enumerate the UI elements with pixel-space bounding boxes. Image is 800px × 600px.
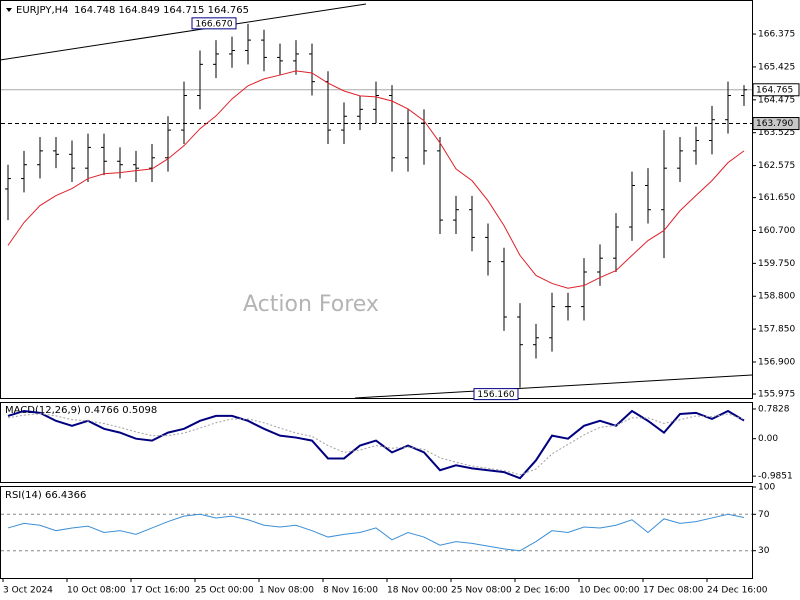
rsi-title: RSI(14) 66.4366 xyxy=(5,490,86,501)
y-tick-label: -0.9851 xyxy=(758,472,793,482)
x-tick-label: 1 Nov 08:00 xyxy=(259,586,314,596)
y-tick-label: 164.475 xyxy=(758,95,795,105)
x-tick-label: 17 Dec 08:00 xyxy=(643,586,704,596)
price-label-box xyxy=(752,117,800,131)
price-label: 164.765 xyxy=(756,85,793,95)
trend-line xyxy=(354,374,753,399)
y-tick-label: 166.375 xyxy=(758,30,795,40)
annotation-box xyxy=(473,388,519,401)
macd-title: MACD(12,26,9) 0.4766 0.5098 xyxy=(5,405,157,416)
watermark: Action Forex xyxy=(243,292,379,317)
x-tick-label: 17 Oct 16:00 xyxy=(131,586,190,596)
y-tick-label: 163.525 xyxy=(758,128,795,138)
x-tick-label: 8 Nov 16:00 xyxy=(323,586,378,596)
indicator-line xyxy=(7,513,745,552)
y-tick-label: 162.575 xyxy=(758,161,795,171)
x-tick-label: 3 Oct 2024 xyxy=(3,586,53,596)
x-tick-label: 2 Dec 16:00 xyxy=(515,586,570,596)
y-tick-label: 100 xyxy=(758,483,775,493)
y-tick-label: 160.700 xyxy=(758,226,795,236)
y-tick-label: 70 xyxy=(758,510,770,520)
x-tick-label: 18 Nov 00:00 xyxy=(387,586,448,596)
moving-average xyxy=(7,70,745,289)
y-tick-label: 157.850 xyxy=(758,325,795,335)
y-tick-label: 30 xyxy=(758,546,770,556)
y-tick-label: 155.975 xyxy=(758,390,795,400)
price-panel xyxy=(0,0,753,399)
x-tick-label: 24 Dec 16:00 xyxy=(707,586,768,596)
indicator-line xyxy=(7,409,745,480)
y-tick-label: 161.650 xyxy=(758,193,795,203)
trend-line xyxy=(0,3,367,61)
x-tick-label: 10 Oct 08:00 xyxy=(67,586,126,596)
menu-arrow xyxy=(6,8,12,12)
annotation-box xyxy=(191,17,237,30)
indicator-line xyxy=(7,413,745,476)
y-tick-label: 0.7828 xyxy=(758,404,790,414)
y-tick-label: 165.425 xyxy=(758,62,795,72)
chart-title: EURJPY,H4 xyxy=(16,5,69,16)
y-tick-label: 0.00 xyxy=(758,434,778,444)
x-tick-label: 10 Dec 00:00 xyxy=(579,586,640,596)
rsi-panel xyxy=(0,486,753,579)
annotation-label: 166.670 xyxy=(195,19,232,29)
annotation-label: 156.160 xyxy=(477,390,514,400)
x-tick-label: 25 Oct 00:00 xyxy=(195,586,254,596)
y-tick-label: 158.800 xyxy=(758,292,795,302)
y-tick-label: 156.900 xyxy=(758,358,795,368)
y-tick-label: 159.750 xyxy=(758,259,795,269)
price-label-box xyxy=(752,83,800,97)
price-label: 163.790 xyxy=(756,119,793,129)
x-tick-label: 25 Nov 08:00 xyxy=(451,586,512,596)
ohlc-header: 164.748 164.849 164.715 164.765 xyxy=(74,5,249,16)
